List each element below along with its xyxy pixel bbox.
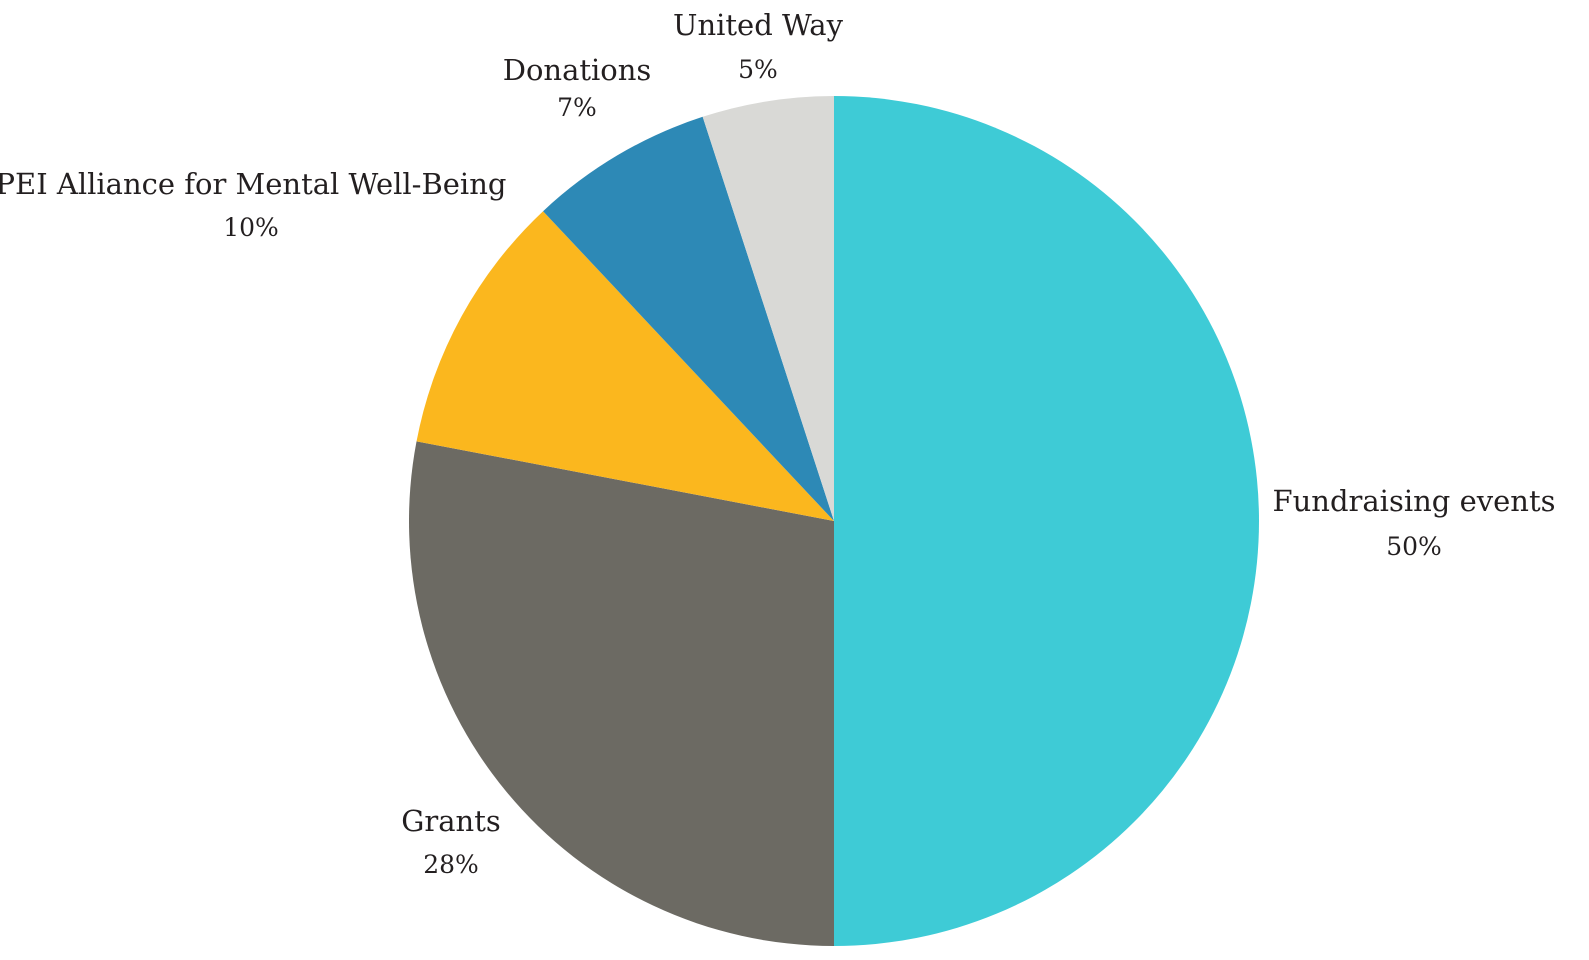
pie-slice-donations	[543, 116, 834, 522]
slice-label-grants: Grants	[401, 804, 501, 838]
slice-value-donations: 7%	[557, 93, 597, 122]
pie-labels: Fundraising events 50% Grants 28% PEI Al…	[0, 8, 1556, 879]
pie-slices	[408, 96, 1259, 946]
pie-slice-fundraising-events	[834, 96, 1259, 946]
pie-slice-grants	[408, 441, 834, 946]
pie-slice-united-way	[702, 96, 834, 521]
slice-value-united-way: 5%	[738, 55, 778, 84]
slice-value-pei-alliance: 10%	[223, 213, 279, 242]
pie-slice-pei-alliance-for-mental-well-being	[416, 211, 834, 521]
slice-label-fundraising-events: Fundraising events	[1272, 484, 1555, 518]
slice-label-united-way: United Way	[673, 8, 844, 42]
slice-label-donations: Donations	[503, 53, 652, 87]
slice-value-grants: 28%	[423, 850, 479, 879]
slice-value-fundraising-events: 50%	[1386, 532, 1442, 561]
slice-label-pei-alliance: PEI Alliance for Mental Well-Being	[0, 167, 506, 201]
